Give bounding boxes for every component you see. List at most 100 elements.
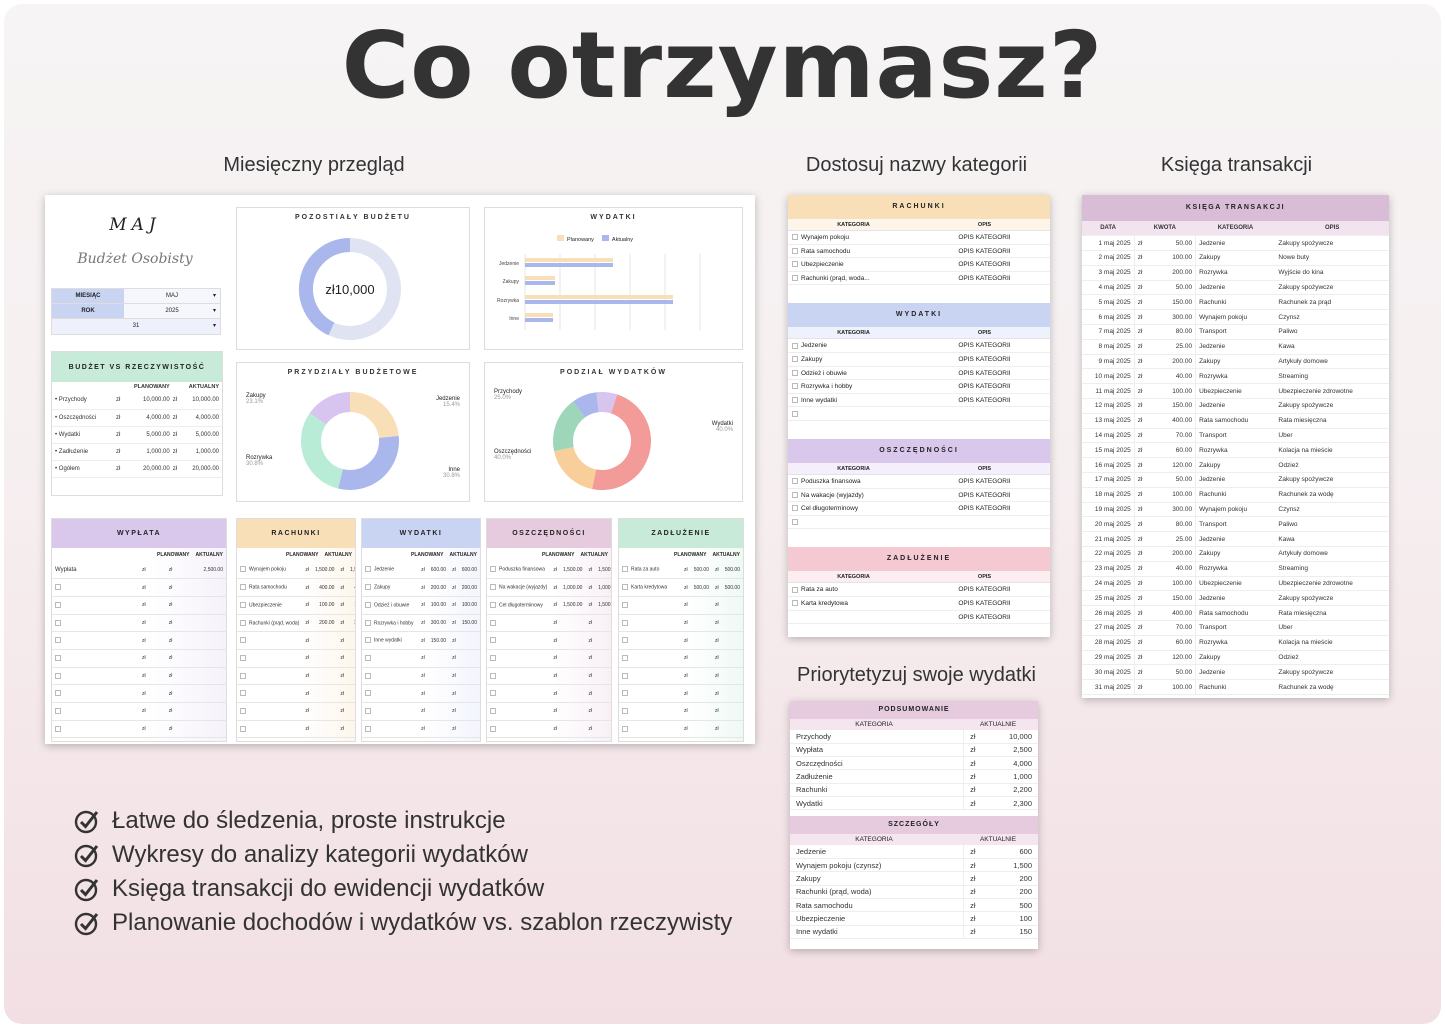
category-name[interactable]: Jedzenie xyxy=(788,339,919,352)
checkbox[interactable] xyxy=(792,356,798,363)
year-dropdown[interactable]: 2025 ▾ xyxy=(124,304,220,318)
checkbox[interactable] xyxy=(490,708,496,715)
category-name[interactable]: Rata samochodu xyxy=(788,245,919,258)
checkbox[interactable] xyxy=(622,602,628,609)
checkbox[interactable] xyxy=(55,654,61,661)
checkbox[interactable] xyxy=(622,566,628,573)
category-desc[interactable]: OPIS KATEGORII xyxy=(958,586,1011,594)
checkbox[interactable] xyxy=(792,342,798,349)
checkbox[interactable] xyxy=(622,637,628,644)
checkbox[interactable] xyxy=(365,619,371,626)
checkbox[interactable] xyxy=(792,369,798,376)
checkbox[interactable] xyxy=(240,566,246,573)
checkbox[interactable] xyxy=(55,637,61,644)
checkbox[interactable] xyxy=(792,234,798,241)
category-name[interactable] xyxy=(788,611,919,624)
category-name[interactable] xyxy=(788,516,919,529)
category-name[interactable]: Zakupy xyxy=(788,353,919,366)
checkbox[interactable] xyxy=(792,586,798,593)
checkbox[interactable] xyxy=(240,584,246,591)
checkbox[interactable] xyxy=(792,491,798,498)
checkbox[interactable] xyxy=(792,505,798,512)
checkbox[interactable] xyxy=(622,690,628,697)
category-name[interactable]: Karta kredytowa xyxy=(788,597,919,610)
category-desc[interactable]: OPIS KATEGORII xyxy=(958,274,1011,282)
checkbox[interactable] xyxy=(240,637,246,644)
checkbox[interactable] xyxy=(622,655,628,662)
checkbox[interactable] xyxy=(240,690,246,697)
checkbox[interactable] xyxy=(792,478,798,485)
category-name[interactable]: Cel długoterminowy xyxy=(788,502,919,515)
category-desc[interactable] xyxy=(919,407,1050,420)
checkbox[interactable] xyxy=(792,383,798,390)
day-dropdown[interactable]: 31 ▾ xyxy=(52,319,220,334)
category-desc[interactable]: OPIS KATEGORII xyxy=(958,599,1011,607)
category-name[interactable]: Inne wydatki xyxy=(788,394,919,407)
category-desc[interactable]: OPIS KATEGORII xyxy=(958,613,1011,621)
checkbox[interactable] xyxy=(490,672,496,679)
checkbox[interactable] xyxy=(55,690,61,697)
checkbox[interactable] xyxy=(240,602,246,609)
checkbox[interactable] xyxy=(490,619,496,626)
checkbox[interactable] xyxy=(792,261,798,268)
checkbox[interactable] xyxy=(792,247,798,254)
checkbox[interactable] xyxy=(622,672,628,679)
category-desc[interactable]: OPIS KATEGORII xyxy=(958,342,1011,350)
category-name[interactable] xyxy=(788,407,919,420)
category-name[interactable]: Poduszka finansowa xyxy=(788,475,919,488)
checkbox[interactable] xyxy=(55,601,61,608)
category-desc[interactable]: OPIS KATEGORII xyxy=(958,369,1011,377)
checkbox[interactable] xyxy=(365,637,371,644)
category-name[interactable]: Odzież i obuwie xyxy=(788,367,919,380)
checkbox[interactable] xyxy=(622,584,628,591)
category-name[interactable]: Ubezpieczenie xyxy=(788,258,919,271)
checkbox[interactable] xyxy=(792,397,798,404)
checkbox[interactable] xyxy=(55,708,61,715)
checkbox[interactable] xyxy=(365,708,371,715)
checkbox[interactable] xyxy=(365,566,371,573)
category-name[interactable]: Rata za auto xyxy=(788,583,919,596)
checkbox[interactable] xyxy=(490,690,496,697)
category-desc[interactable]: OPIS KATEGORII xyxy=(958,261,1011,269)
checkbox[interactable] xyxy=(365,584,371,591)
checkbox[interactable] xyxy=(365,655,371,662)
checkbox[interactable] xyxy=(240,655,246,662)
checkbox[interactable] xyxy=(240,708,246,715)
checkbox[interactable] xyxy=(55,725,61,732)
checkbox[interactable] xyxy=(490,725,496,732)
category-desc[interactable]: OPIS KATEGORII xyxy=(958,383,1011,391)
checkbox[interactable] xyxy=(622,725,628,732)
checkbox[interactable] xyxy=(622,619,628,626)
category-desc[interactable] xyxy=(919,516,1050,529)
checkbox[interactable] xyxy=(365,690,371,697)
checkbox[interactable] xyxy=(240,619,246,626)
checkbox[interactable] xyxy=(792,410,798,417)
category-desc[interactable]: OPIS KATEGORII xyxy=(958,355,1011,363)
category-desc[interactable]: OPIS KATEGORII xyxy=(958,477,1011,485)
category-desc[interactable]: OPIS KATEGORII xyxy=(958,234,1011,241)
checkbox[interactable] xyxy=(490,602,496,609)
checkbox[interactable] xyxy=(792,600,798,607)
checkbox[interactable] xyxy=(490,637,496,644)
checkbox[interactable] xyxy=(622,708,628,715)
category-desc[interactable]: OPIS KATEGORII xyxy=(958,491,1011,499)
checkbox[interactable] xyxy=(55,584,61,591)
checkbox[interactable] xyxy=(490,566,496,573)
checkbox[interactable] xyxy=(55,619,61,626)
category-desc[interactable]: OPIS KATEGORII xyxy=(958,396,1011,404)
checkbox[interactable] xyxy=(490,584,496,591)
checkbox[interactable] xyxy=(240,672,246,679)
category-desc[interactable]: OPIS KATEGORII xyxy=(958,247,1011,255)
category-name[interactable]: Rozrywka i hobby xyxy=(788,380,919,393)
checkbox[interactable] xyxy=(792,519,798,525)
month-dropdown[interactable]: MAJ ▾ xyxy=(124,289,220,303)
checkbox[interactable] xyxy=(490,655,496,662)
checkbox[interactable] xyxy=(365,672,371,679)
checkbox[interactable] xyxy=(792,275,798,282)
checkbox[interactable] xyxy=(365,725,371,732)
category-name[interactable]: Wynajem pokoju xyxy=(788,231,919,244)
checkbox[interactable] xyxy=(365,602,371,609)
checkbox[interactable] xyxy=(240,725,246,732)
checkbox[interactable] xyxy=(55,672,61,679)
category-desc[interactable]: OPIS KATEGORII xyxy=(958,505,1011,513)
